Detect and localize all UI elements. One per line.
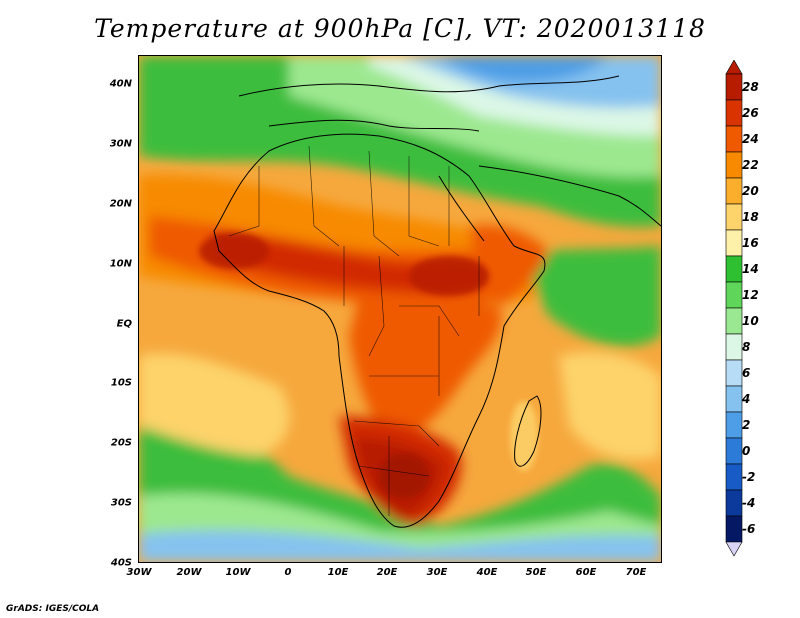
lat-label-10n: 10N <box>109 258 132 270</box>
central-africa-hot <box>349 296 501 446</box>
lon-label-10w: 10W <box>225 567 251 578</box>
map-canvas <box>139 56 661 562</box>
colorbar-label-22: 22 <box>742 158 759 172</box>
lon-label-30w: 30W <box>126 567 152 578</box>
kalahari-core <box>379 454 429 498</box>
colorbar-swatch-9 <box>725 307 743 335</box>
colorbar-label-6: 6 <box>742 366 751 380</box>
lon-label-20w: 20W <box>176 567 202 578</box>
lon-label-20e: 20E <box>376 567 398 578</box>
madagascar-coastline <box>514 395 542 467</box>
colorbar-swatch-12 <box>725 385 743 413</box>
colorbar-swatch-16 <box>725 489 743 517</box>
mediterranean-coast <box>268 119 480 132</box>
colorbar-swatch-6 <box>725 229 743 257</box>
colorbar-swatch-5 <box>725 203 743 231</box>
colorbar-swatch-11 <box>725 359 743 387</box>
colorbar-label-12: 12 <box>742 288 759 302</box>
east-ocean-green <box>519 246 661 347</box>
colorbar-label-0: 0 <box>742 444 751 458</box>
temperature-map <box>138 55 662 563</box>
colorbar-label-18: 18 <box>742 210 759 224</box>
colorbar-swatch-3 <box>725 151 743 179</box>
colorbar-swatch-10 <box>725 333 743 361</box>
red-sea <box>438 175 485 242</box>
colorbar <box>725 60 743 557</box>
madagascar-yellow <box>510 401 538 471</box>
gulf-guinea-pocket <box>199 233 269 269</box>
africa-coastline <box>213 133 546 528</box>
colorbar-swatch-14 <box>725 437 743 465</box>
colorbar-label-4: 4 <box>742 392 751 406</box>
colorbar-label-14: 14 <box>742 262 759 276</box>
colorbar-label-20: 20 <box>742 184 759 198</box>
colorbar-label-neg6: -6 <box>742 522 756 536</box>
lat-label-40s: 40S <box>110 557 132 569</box>
lat-label-40n: 40N <box>109 78 132 90</box>
colorbar-swatch-2 <box>725 125 743 153</box>
lat-label-20s: 20S <box>110 437 132 449</box>
colorbar-label-neg2: -2 <box>742 470 756 484</box>
europe-coastline <box>238 75 620 97</box>
colorbar-label-26: 26 <box>742 106 759 120</box>
country-borders <box>228 145 480 516</box>
colorbar-swatch-4 <box>725 177 743 205</box>
colorbar-swatch-13 <box>725 411 743 439</box>
southern-ocean-blue <box>139 530 661 562</box>
colorbar-swatch-15 <box>725 463 743 491</box>
horn-warm <box>469 224 549 306</box>
lat-label-20n: 20N <box>109 198 132 210</box>
colorbar-label-neg4: -4 <box>742 496 756 510</box>
colorbar-label-10: 10 <box>742 314 759 328</box>
lat-label-10s: 10S <box>110 377 132 389</box>
grads-credit: GrADS: IGES/COLA <box>6 604 100 614</box>
colorbar-label-28: 28 <box>742 80 759 94</box>
chart-title: Temperature at 900hPa [C], VT: 202001311… <box>94 14 706 43</box>
colorbar-label-24: 24 <box>742 132 759 146</box>
colorbar-label-8: 8 <box>742 340 751 354</box>
north-deepblue <box>439 56 609 83</box>
colorbar-swatch-1 <box>725 99 743 127</box>
colorbar-label-16: 16 <box>742 236 759 250</box>
lon-label-50e: 50E <box>525 567 547 578</box>
colorbar-swatch-7 <box>725 255 743 283</box>
colorbar-bottom-arrow <box>725 541 743 557</box>
east-ocean-yellow <box>559 352 661 460</box>
lon-label-40e: 40E <box>476 567 498 578</box>
colorbar-top-arrow <box>725 60 743 75</box>
lat-label-eq: EQ <box>116 318 132 330</box>
coastlines <box>213 75 661 528</box>
lon-label-70e: 70E <box>625 567 647 578</box>
lon-label-0: 0 <box>284 567 292 578</box>
colorbar-label-2: 2 <box>742 418 751 432</box>
lon-label-60e: 60E <box>575 567 597 578</box>
arabia-coastline <box>478 165 661 227</box>
lon-label-10e: 10E <box>327 567 349 578</box>
colorbar-swatch-17 <box>725 515 743 543</box>
lat-label-30n: 30N <box>109 138 132 150</box>
atlantic-yellow <box>139 353 290 456</box>
sudan-hot-pocket <box>409 256 489 296</box>
colorbar-swatch-8 <box>725 281 743 309</box>
lat-label-30s: 30S <box>110 497 132 509</box>
colorbar-swatch-0 <box>725 73 743 101</box>
lon-label-30e: 30E <box>426 567 448 578</box>
